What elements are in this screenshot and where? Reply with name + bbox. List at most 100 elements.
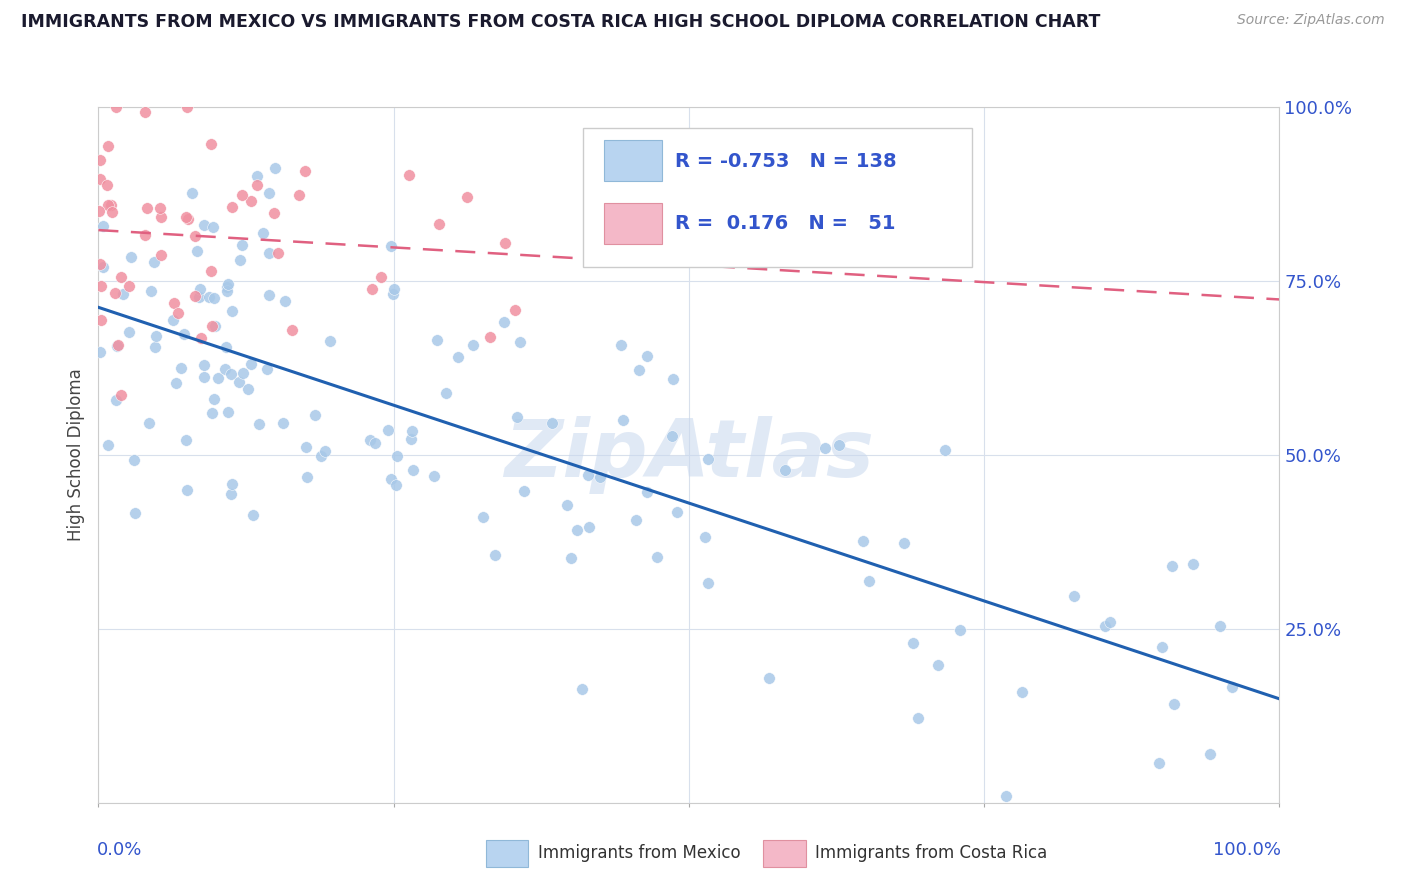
Point	[256, 361, 278, 376]
Point	[188, 282, 211, 296]
Point	[176, 100, 198, 114]
Point	[828, 438, 851, 452]
FancyBboxPatch shape	[582, 128, 973, 267]
Point	[364, 435, 387, 450]
Point	[645, 549, 668, 564]
Point	[236, 382, 259, 396]
Point	[200, 264, 222, 278]
Point	[162, 312, 184, 326]
Point	[105, 392, 128, 407]
Point	[361, 282, 384, 296]
Text: Source: ZipAtlas.com: Source: ZipAtlas.com	[1237, 13, 1385, 28]
Point	[174, 433, 197, 447]
Point	[1181, 557, 1204, 571]
Point	[901, 636, 924, 650]
Point	[949, 624, 972, 638]
Point	[101, 204, 124, 219]
Point	[202, 220, 225, 235]
Point	[229, 252, 252, 267]
Point	[111, 286, 134, 301]
Point	[295, 470, 318, 484]
Point	[456, 190, 478, 204]
Point	[494, 236, 516, 251]
Point	[370, 270, 392, 285]
Point	[1150, 640, 1173, 654]
Point	[627, 363, 650, 377]
FancyBboxPatch shape	[486, 839, 529, 867]
Point	[232, 366, 254, 380]
Point	[509, 334, 531, 349]
Point	[91, 219, 114, 233]
Point	[693, 530, 716, 544]
Point	[219, 367, 242, 381]
Point	[995, 789, 1018, 803]
Point	[100, 198, 122, 212]
Point	[1099, 615, 1122, 630]
Text: Immigrants from Costa Rica: Immigrants from Costa Rica	[815, 844, 1047, 862]
Point	[576, 467, 599, 482]
Point	[231, 187, 253, 202]
Point	[588, 469, 610, 483]
Point	[165, 376, 187, 390]
FancyBboxPatch shape	[763, 839, 806, 867]
Point	[163, 296, 186, 310]
Point	[143, 340, 166, 354]
Point	[202, 392, 225, 406]
Point	[217, 284, 239, 298]
Point	[120, 251, 142, 265]
Point	[134, 227, 156, 242]
Point	[385, 449, 408, 463]
Point	[184, 289, 207, 303]
Point	[381, 287, 404, 301]
Point	[461, 338, 484, 352]
Point	[295, 440, 318, 454]
Point	[636, 349, 658, 363]
Point	[219, 486, 242, 500]
Point	[221, 477, 243, 491]
Point	[90, 312, 112, 326]
Point	[314, 443, 336, 458]
Point	[1094, 619, 1116, 633]
Text: ZipAtlas: ZipAtlas	[503, 416, 875, 494]
Point	[240, 357, 263, 371]
Point	[426, 334, 449, 348]
Point	[217, 277, 239, 291]
Point	[186, 244, 208, 258]
Point	[858, 574, 880, 589]
Point	[141, 285, 163, 299]
Point	[893, 536, 915, 550]
Point	[281, 323, 304, 337]
Point	[247, 417, 270, 431]
Point	[107, 338, 129, 352]
Point	[696, 451, 718, 466]
Point	[427, 217, 450, 231]
Point	[198, 290, 221, 304]
Point	[380, 472, 402, 486]
Point	[201, 319, 224, 334]
Point	[200, 137, 222, 152]
Point	[252, 226, 274, 240]
Point	[221, 303, 243, 318]
Point	[1209, 619, 1232, 633]
Point	[494, 315, 516, 329]
Point	[434, 386, 457, 401]
Point	[565, 523, 588, 537]
Y-axis label: High School Diploma: High School Diploma	[67, 368, 86, 541]
Point	[215, 280, 238, 294]
Point	[173, 326, 195, 341]
Point	[288, 188, 311, 202]
Point	[149, 202, 172, 216]
Point	[578, 520, 600, 534]
Point	[190, 331, 212, 345]
Text: IMMIGRANTS FROM MEXICO VS IMMIGRANTS FROM COSTA RICA HIGH SCHOOL DIPLOMA CORRELA: IMMIGRANTS FROM MEXICO VS IMMIGRANTS FRO…	[21, 13, 1101, 31]
Point	[380, 239, 402, 253]
Point	[143, 255, 166, 269]
Point	[174, 210, 197, 224]
Point	[612, 412, 634, 426]
Point	[136, 202, 159, 216]
Text: R = -0.753   N = 138: R = -0.753 N = 138	[675, 152, 897, 170]
Point	[145, 328, 167, 343]
Point	[318, 334, 340, 348]
Point	[662, 372, 685, 386]
Point	[89, 344, 111, 359]
